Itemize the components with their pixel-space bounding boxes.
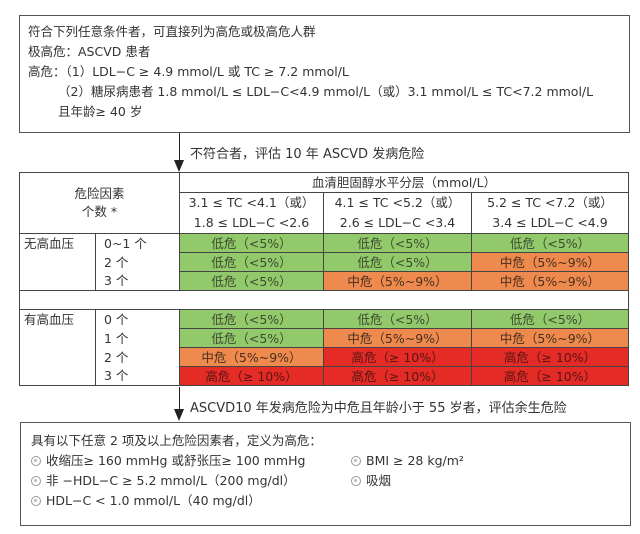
circle-bullet-icon <box>351 456 361 466</box>
table-row: 2 个 低危（<5%） 低危（<5%） 中危（5%~9%） <box>19 252 629 272</box>
circle-bullet-icon <box>31 456 41 466</box>
risk-cell: 高危（≥ 10%） <box>179 366 324 386</box>
risk-cell: 中危（5%~9%） <box>471 252 629 272</box>
table-row: 有高血压 0 个 低危（<5%） 低危（<5%） 低危（<5%） <box>19 309 629 329</box>
arrow-label-lifetime-risk: ASCVD10 年发病危险为中危且年龄小于 55 岁者，评估余生危险 <box>190 401 567 416</box>
risk-count: 3 个 <box>95 366 180 386</box>
list-item: 非 −HDL−C ≥ 5.2 mmol/L（200 mg/dl） <box>31 471 351 491</box>
risk-cell: 低危（<5%） <box>179 328 324 348</box>
group-label-spacer <box>19 328 96 348</box>
col-header-1: 3.1 ≤ TC <4.1（或） 1.8 ≤ LDL−C <2.6 <box>179 192 324 234</box>
table-row: 1 个 低危（<5%） 中危（5%~9%） 中危（5%~9%） <box>19 328 629 348</box>
arrow-label-assess-10yr: 不符合者，评估 10 年 ASCVD 发病危险 <box>190 147 425 162</box>
risk-count: 0 个 <box>95 309 180 329</box>
risk-cell: 中危（5%~9%） <box>471 271 629 291</box>
risk-cell: 高危（≥ 10%） <box>323 366 472 386</box>
risk-cell: 中危（5%~9%） <box>471 328 629 348</box>
high-risk-criterion-2: （2）糖尿病患者 1.8 mmol/L ≤ LDL−C<4.9 mmol/L（或… <box>58 84 594 99</box>
risk-cell: 高危（≥ 10%） <box>471 347 629 367</box>
group-label-spacer <box>19 366 96 386</box>
table-row: 3 个 低危（<5%） 中危（5%~9%） 中危（5%~9%） <box>19 271 629 291</box>
risk-cell: 中危（5%~9%） <box>323 328 472 348</box>
group-label-hypertension: 有高血压 <box>19 309 96 329</box>
table-row: 无高血压 0~1 个 低危（<5%） 低危（<5%） 低危（<5%） <box>19 233 629 253</box>
group-label-spacer <box>19 271 96 291</box>
risk-count: 1 个 <box>95 328 180 348</box>
risk-cell: 中危（5%~9%） <box>179 347 324 367</box>
high-risk-criterion-2-age: 且年龄≥ 40 岁 <box>58 104 143 119</box>
risk-cell: 高危（≥ 10%） <box>323 347 472 367</box>
risk-stratification-table: 危险因素 个数 * 血清胆固醇水平分层（mmol/L） 3.1 ≤ TC <4.… <box>19 172 629 386</box>
risk-cell: 低危（<5%） <box>179 252 324 272</box>
list-item: HDL−C < 1.0 mmol/L（40 mg/dl） <box>31 491 351 511</box>
risk-factor-count-header: 危险因素 个数 * <box>19 172 180 234</box>
risk-cell: 中危（5%~9%） <box>323 271 472 291</box>
table-row: 3 个 高危（≥ 10%） 高危（≥ 10%） 高危（≥ 10%） <box>19 366 629 386</box>
lifetime-risk-title: 具有以下任意 2 项及以上危险因素者，定义为高危： <box>31 433 322 448</box>
risk-cell: 低危（<5%） <box>471 233 629 253</box>
risk-cell: 低危（<5%） <box>323 252 472 272</box>
down-arrow-icon <box>174 387 184 421</box>
risk-count: 3 个 <box>95 271 180 291</box>
risk-cell: 低危（<5%） <box>323 309 472 329</box>
high-risk-criterion-1: 高危：（1）LDL−C ≥ 4.9 mmol/L 或 TC ≥ 7.2 mmol… <box>28 64 349 79</box>
risk-cell: 低危（<5%） <box>179 309 324 329</box>
direct-criteria-title: 符合下列任意条件者，可直接列为高危或极高危人群 <box>28 24 316 39</box>
col-header-3: 5.2 ≤ TC <7.2（或） 3.4 ≤ LDL−C <4.9 <box>471 192 629 234</box>
lifetime-risk-box: 具有以下任意 2 项及以上危险因素者，定义为高危： 收缩压≥ 160 mmHg … <box>20 422 631 526</box>
risk-count: 0~1 个 <box>95 233 180 253</box>
circle-bullet-icon <box>351 476 361 486</box>
col-header-2: 4.1 ≤ TC <5.2（或） 2.6 ≤ LDL−C <3.4 <box>323 192 472 234</box>
circle-bullet-icon <box>31 476 41 486</box>
risk-cell: 高危（≥ 10%） <box>471 366 629 386</box>
group-label-spacer <box>19 252 96 272</box>
table-group-gap <box>19 290 629 310</box>
table-row: 2 个 中危（5%~9%） 高危（≥ 10%） 高危（≥ 10%） <box>19 347 629 367</box>
direct-criteria-box: 符合下列任意条件者，可直接列为高危或极高危人群 极高危：ASCVD 患者 高危：… <box>19 15 630 133</box>
group-label-spacer <box>19 347 96 367</box>
circle-bullet-icon <box>31 496 41 506</box>
list-item: 吸烟 <box>351 471 391 491</box>
risk-cell: 低危（<5%） <box>179 271 324 291</box>
list-item: BMI ≥ 28 kg/m² <box>351 451 464 471</box>
list-item: 收缩压≥ 160 mmHg 或舒张压≥ 100 mmHg <box>31 451 351 471</box>
very-high-risk-criterion: 极高危：ASCVD 患者 <box>28 44 151 59</box>
risk-cell: 低危（<5%） <box>179 233 324 253</box>
corner-line-1: 危险因素 <box>74 186 125 201</box>
risk-cell: 低危（<5%） <box>323 233 472 253</box>
risk-count: 2 个 <box>95 252 180 272</box>
cholesterol-group-header: 血清胆固醇水平分层（mmol/L） <box>179 172 629 193</box>
corner-line-2: 个数 * <box>81 204 118 219</box>
risk-count: 2 个 <box>95 347 180 367</box>
group-label-no-hypertension: 无高血压 <box>19 233 96 253</box>
down-arrow-icon <box>174 133 184 172</box>
risk-cell: 低危（<5%） <box>471 309 629 329</box>
